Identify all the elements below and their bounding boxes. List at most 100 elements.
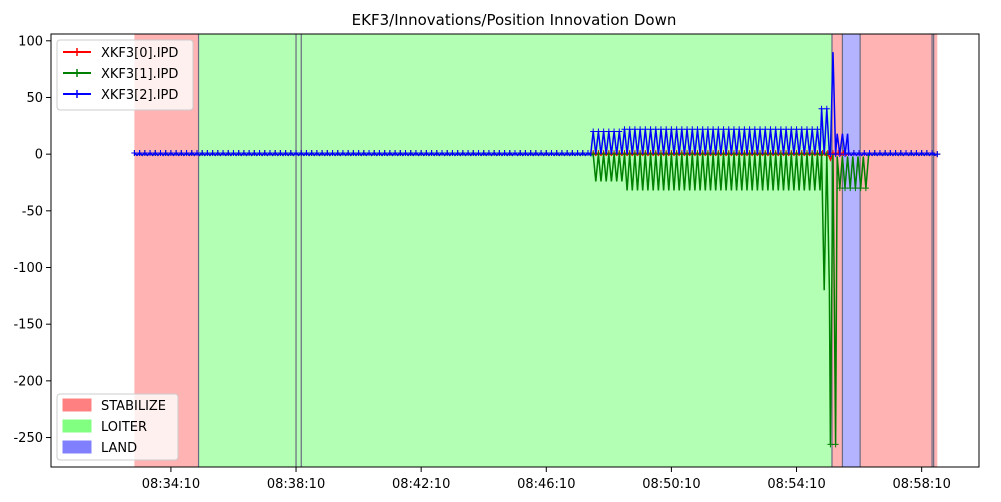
series-point <box>491 150 498 157</box>
series-point <box>882 150 889 157</box>
series-point <box>152 150 159 157</box>
series-point <box>699 126 706 133</box>
series-point <box>611 128 618 135</box>
series-point <box>392 150 399 157</box>
series-point <box>852 185 859 192</box>
series-point <box>857 185 864 192</box>
series-point <box>827 151 834 158</box>
series-legend-box <box>56 39 194 111</box>
series-point <box>642 126 649 133</box>
series-point <box>793 126 800 133</box>
series-point <box>350 150 357 157</box>
series-point <box>459 150 466 157</box>
series-point <box>814 126 821 133</box>
series-point <box>517 150 524 157</box>
y-tick-label: 0 <box>35 148 43 163</box>
series-point <box>862 185 869 192</box>
series-point <box>913 150 920 157</box>
series-point <box>751 126 758 133</box>
series-point <box>842 151 849 158</box>
series-point <box>543 150 550 157</box>
series-point <box>720 126 727 133</box>
series-point <box>506 150 513 157</box>
series-point <box>730 126 737 133</box>
y-tick-label: -150 <box>13 318 43 333</box>
series-point <box>334 150 341 157</box>
series-point <box>908 150 915 157</box>
series-point <box>287 150 294 157</box>
series-point <box>538 150 545 157</box>
series-point <box>892 150 899 157</box>
x-tick-label: 08:38:10 <box>267 477 325 492</box>
series-point <box>131 150 138 157</box>
series-point <box>522 150 529 157</box>
series-point <box>298 150 305 157</box>
series-point <box>256 150 263 157</box>
series-point <box>235 150 242 157</box>
series-point <box>823 105 830 112</box>
legend-label-2: XKF3[2].IPD <box>101 88 178 103</box>
legend-label-1: XKF3[1].IPD <box>101 67 178 82</box>
series-point <box>847 185 854 192</box>
y-tick-label: -250 <box>13 431 43 446</box>
series-point <box>465 150 472 157</box>
y-tick-label: -50 <box>22 204 43 219</box>
series-point <box>188 150 195 157</box>
series-point <box>319 150 326 157</box>
mode-band-loiter-1 <box>198 34 832 467</box>
series-point <box>345 150 352 157</box>
series-point <box>689 126 696 133</box>
series-point <box>553 150 560 157</box>
series-point <box>746 126 753 133</box>
legend-label-0: XKF3[0].IPD <box>101 46 178 61</box>
series-point <box>631 126 638 133</box>
series-point <box>496 150 503 157</box>
x-tick-label: 08:58:10 <box>892 477 950 492</box>
series-point <box>428 150 435 157</box>
series-point <box>934 151 941 158</box>
series-point <box>715 126 722 133</box>
x-tick-label: 08:34:10 <box>142 477 200 492</box>
series-point <box>621 126 628 133</box>
series-point <box>668 126 675 133</box>
series-point <box>214 150 221 157</box>
series-point <box>282 150 289 157</box>
series-point <box>918 150 925 157</box>
series-point <box>433 150 440 157</box>
series-layer <box>131 52 941 448</box>
y-tick-label: -200 <box>13 374 43 389</box>
mode-band-stabilize-4 <box>860 34 938 467</box>
series-point <box>767 126 774 133</box>
series-point <box>923 150 930 157</box>
mode-swatch-0 <box>62 398 92 412</box>
series-point <box>929 150 936 157</box>
series-point <box>903 150 910 157</box>
series-point <box>209 150 216 157</box>
series-point <box>741 126 748 133</box>
series-point <box>704 126 711 133</box>
series-point <box>663 126 670 133</box>
y-tick-label: 50 <box>26 91 43 106</box>
series-point <box>230 150 237 157</box>
series-point <box>548 150 555 157</box>
series-point <box>684 126 691 133</box>
series-point <box>199 150 206 157</box>
series-point <box>324 150 331 157</box>
series-point <box>454 150 461 157</box>
series-point <box>439 150 446 157</box>
series-point <box>167 150 174 157</box>
series-point <box>832 441 839 448</box>
series-point <box>355 150 362 157</box>
series-point <box>136 150 143 157</box>
series-point <box>626 126 633 133</box>
mode-legend: STABILIZE LOITER LAND <box>56 393 179 461</box>
series-point <box>584 150 591 157</box>
series-point <box>183 150 190 157</box>
chart-title: EKF3/Innovations/Position Innovation Dow… <box>352 11 677 29</box>
series-point <box>569 150 576 157</box>
series-markers-2 <box>131 105 941 158</box>
series-point <box>240 150 247 157</box>
series-point <box>694 126 701 133</box>
legend-marker-1 <box>73 69 81 77</box>
series-point <box>788 126 795 133</box>
